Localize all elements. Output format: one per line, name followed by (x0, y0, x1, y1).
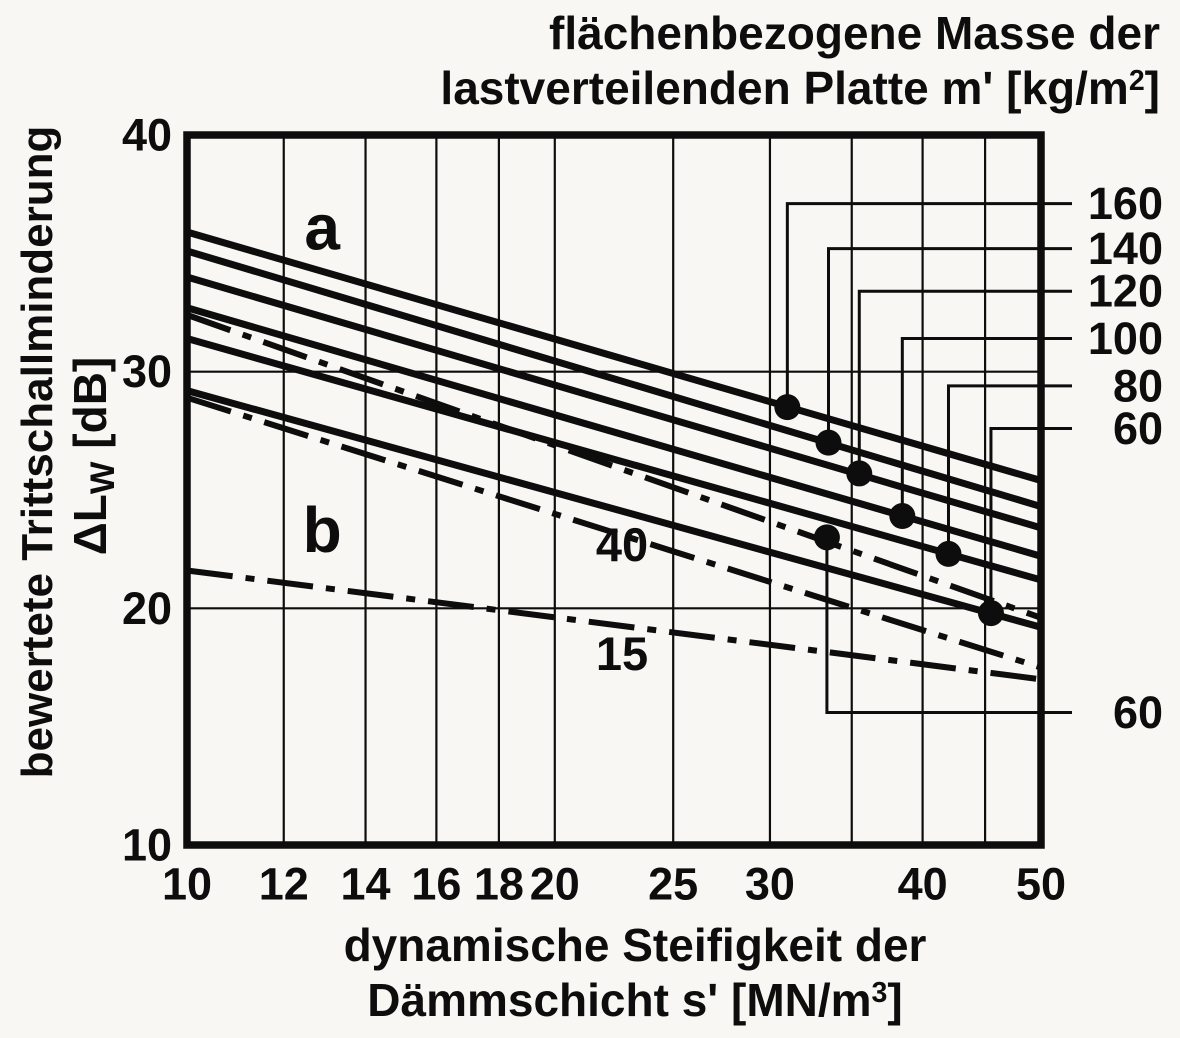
y-tick-label: 10 (122, 820, 172, 871)
mass-label-top-60: 60 (1113, 403, 1163, 454)
x-tick-label: 18 (474, 859, 524, 910)
mass-title-superscript: 2 (1128, 64, 1145, 97)
marker-dot-160 (774, 394, 801, 421)
y-tick-label: 30 (122, 346, 172, 397)
x-tick-label: 14 (341, 859, 391, 910)
series-b-15 (186, 567, 1042, 683)
marker-leader-top-60 (989, 426, 1072, 614)
marker-leader-bottom-60 (825, 537, 1072, 714)
marker-dot-140 (815, 429, 842, 456)
x-title-superscript: 3 (871, 976, 888, 1009)
marker-dot-60 (813, 524, 840, 551)
curve-label-b: b (303, 494, 342, 566)
marker-leader-top-140 (826, 247, 1072, 443)
x-tick-label: 12 (259, 859, 309, 910)
mass-label-top-100: 100 (1088, 313, 1163, 364)
mass-axis-title-line1: flächenbezogene Masse der (549, 7, 1160, 59)
mass-label-bottom-60: 60 (1113, 687, 1163, 738)
marker-dot-120 (846, 460, 873, 487)
y-tick-label: 20 (122, 583, 172, 634)
mass-label-top-140: 140 (1088, 223, 1163, 274)
x-axis-title-line2: Dämmschicht s' [MN/m3] (367, 974, 903, 1026)
x-tick-label: 25 (648, 859, 698, 910)
y-title-subscript: W (83, 461, 122, 495)
marker-dot-80 (935, 540, 962, 567)
marker-dot-60 (977, 600, 1004, 627)
marker-leader-top-160 (785, 202, 1072, 408)
mass-label-top-80: 80 (1113, 360, 1163, 411)
mass-axis-title: flächenbezogene Masse der lastverteilend… (440, 6, 1160, 123)
series-b-40 (186, 394, 1042, 671)
x-axis-title: dynamische Steifigkeit der Dämmschicht s… (135, 918, 1135, 1035)
x-axis-title-line1: dynamische Steifigkeit der (343, 919, 927, 971)
x-tick-label: 20 (530, 859, 580, 910)
marker-dot-100 (889, 503, 916, 530)
series-b-60 (185, 312, 1043, 621)
marker-leader-top-120 (857, 289, 1072, 474)
curve-label-a: a (304, 191, 340, 263)
x-tick-label: 40 (898, 859, 948, 910)
mass-label-top-160: 160 (1088, 178, 1163, 229)
x-tick-label: 50 (1016, 859, 1066, 910)
curve-label-15: 15 (596, 627, 648, 680)
plot-border (183, 131, 1045, 849)
x-tick-label: 10 (162, 859, 212, 910)
marker-leader-top-100 (900, 337, 1072, 517)
x-tick-label: 16 (411, 859, 461, 910)
y-axis-title-line2: ΔLW [dB] (64, 356, 122, 556)
y-axis-title-line1: bewertete Trittschallminderung (13, 125, 62, 779)
mass-label-top-120: 120 (1088, 266, 1163, 317)
y-tick-label: 40 (122, 110, 172, 161)
curve-label-40: 40 (596, 518, 648, 571)
series-a-160 (186, 228, 1042, 484)
marker-leader-top-80 (946, 384, 1072, 554)
series-a-120 (186, 273, 1042, 532)
series-a-60 (186, 387, 1042, 631)
series-a-80 (186, 335, 1042, 584)
mass-axis-title-line2: lastverteilenden Platte m' [kg/m2] (440, 62, 1160, 114)
series-a-140 (185, 247, 1043, 510)
x-tick-label: 30 (745, 859, 795, 910)
